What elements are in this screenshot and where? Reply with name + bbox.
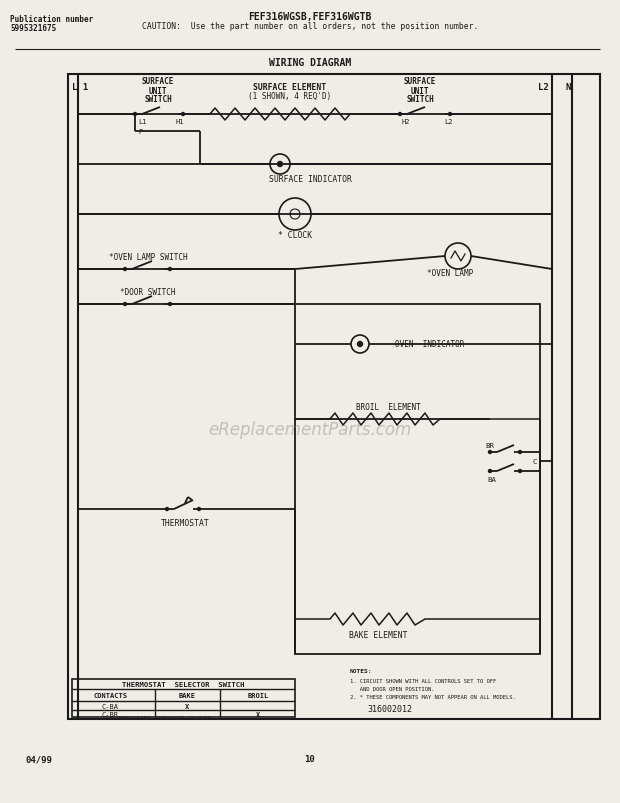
Text: Publication number: Publication number	[10, 15, 93, 24]
Text: SWITCH: SWITCH	[406, 96, 434, 104]
Circle shape	[182, 113, 185, 116]
Circle shape	[169, 268, 172, 271]
Text: AND DOOR OPEN POSITION.: AND DOOR OPEN POSITION.	[350, 687, 435, 691]
Text: FEF316WGSB,FEF316WGTB: FEF316WGSB,FEF316WGTB	[249, 12, 371, 22]
Text: C-BR: C-BR	[102, 711, 118, 717]
Text: L 1: L 1	[72, 83, 88, 92]
Text: *OVEN LAMP: *OVEN LAMP	[427, 269, 473, 278]
Text: 10: 10	[304, 755, 316, 764]
Text: CONTACTS: CONTACTS	[93, 692, 127, 698]
Circle shape	[169, 303, 172, 306]
Text: SURFACE INDICATOR: SURFACE INDICATOR	[268, 174, 352, 183]
Text: *DOOR SWITCH: *DOOR SWITCH	[120, 288, 175, 297]
Bar	[295, 304, 540, 654]
Circle shape	[133, 113, 136, 116]
Circle shape	[166, 507, 169, 511]
Text: L2: L2	[538, 83, 548, 92]
Text: H2: H2	[402, 119, 410, 124]
Text: BROIL  ELEMENT: BROIL ELEMENT	[356, 403, 420, 412]
Circle shape	[448, 113, 451, 116]
Text: NOTES:: NOTES:	[350, 669, 373, 674]
Text: SWITCH: SWITCH	[144, 96, 172, 104]
Circle shape	[198, 507, 200, 511]
Text: SURFACE: SURFACE	[404, 77, 436, 87]
Text: eReplacementParts.com: eReplacementParts.com	[208, 421, 412, 438]
Bar	[68, 75, 600, 719]
Circle shape	[489, 470, 492, 473]
Text: P: P	[138, 128, 142, 135]
Text: X: X	[256, 711, 260, 717]
Text: UNIT: UNIT	[410, 87, 429, 96]
Text: X INDICATES CONTACTS CLOSED: X INDICATES CONTACTS CLOSED	[110, 715, 211, 720]
Text: BAKE ELEMENT: BAKE ELEMENT	[348, 630, 407, 640]
Text: * CLOCK: * CLOCK	[278, 231, 312, 240]
Circle shape	[489, 451, 492, 454]
Text: THERMOSTAT  SELECTOR  SWITCH: THERMOSTAT SELECTOR SWITCH	[122, 681, 245, 687]
Circle shape	[278, 162, 283, 167]
Text: 5995321675: 5995321675	[10, 24, 56, 33]
Circle shape	[518, 470, 521, 473]
Circle shape	[123, 268, 126, 271]
Text: C: C	[533, 459, 538, 464]
Text: BA: BA	[487, 476, 496, 483]
Text: CAUTION:  Use the part number on all orders, not the position number.: CAUTION: Use the part number on all orde…	[142, 22, 478, 31]
Text: *OVEN LAMP SWITCH: *OVEN LAMP SWITCH	[108, 253, 187, 262]
Text: N: N	[565, 83, 570, 92]
Bar	[72, 679, 295, 717]
Circle shape	[399, 113, 402, 116]
Circle shape	[123, 303, 126, 306]
Text: 04/99: 04/99	[25, 755, 52, 764]
Text: 316002012: 316002012	[368, 704, 412, 714]
Text: (1 SHOWN, 4 REQ'D): (1 SHOWN, 4 REQ'D)	[249, 92, 332, 100]
Text: SURFACE: SURFACE	[142, 77, 174, 87]
Text: WIRING DIAGRAM: WIRING DIAGRAM	[269, 58, 351, 68]
Text: H1: H1	[175, 119, 184, 124]
Text: UNIT: UNIT	[149, 87, 167, 96]
Text: BAKE: BAKE	[179, 692, 195, 698]
Text: OVEN  INDICATOR: OVEN INDICATOR	[396, 340, 464, 349]
Text: BR: BR	[485, 442, 494, 448]
Text: 2. * THESE COMPONENTS MAY NOT APPEAR ON ALL MODELS.: 2. * THESE COMPONENTS MAY NOT APPEAR ON …	[350, 695, 516, 699]
Text: THERMOSTAT: THERMOSTAT	[161, 519, 210, 528]
Circle shape	[518, 451, 521, 454]
Text: L2: L2	[444, 119, 453, 124]
Text: L1: L1	[138, 119, 146, 124]
Text: X: X	[185, 703, 189, 709]
Text: SURFACE ELEMENT: SURFACE ELEMENT	[254, 83, 327, 92]
Circle shape	[358, 342, 363, 347]
Text: BROIL: BROIL	[247, 692, 268, 698]
Text: C-BA: C-BA	[102, 703, 118, 709]
Text: 1. CIRCUIT SHOWN WITH ALL CONTROLS SET TO OFF: 1. CIRCUIT SHOWN WITH ALL CONTROLS SET T…	[350, 679, 496, 683]
